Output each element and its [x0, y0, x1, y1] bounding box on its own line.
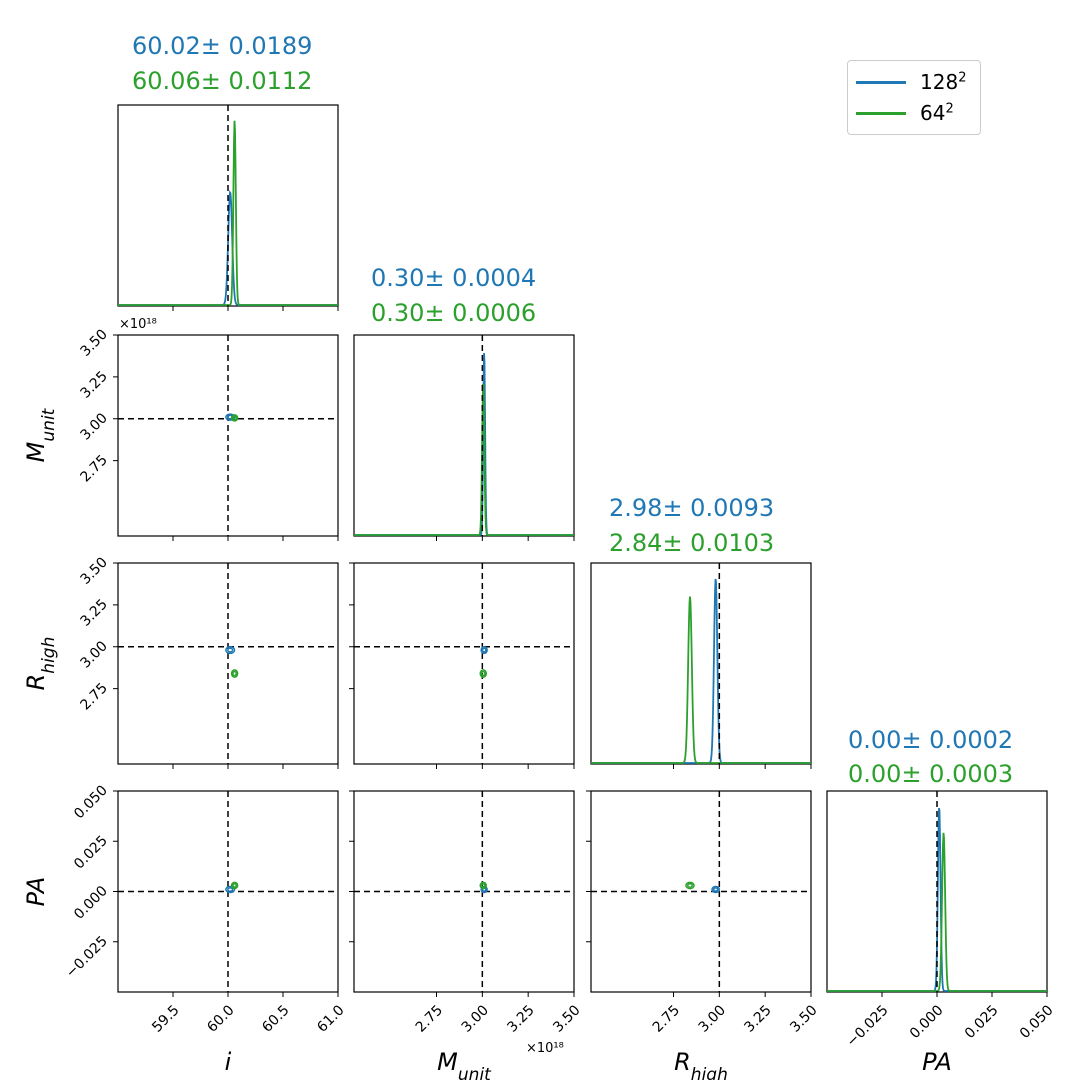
- contour-inner-blue: [714, 888, 718, 891]
- histogram-blue: [591, 579, 811, 763]
- x-tick-label-i: 61.0: [314, 1002, 347, 1035]
- y-tick-label-PA: 0.050: [71, 783, 111, 823]
- panel-frame: [354, 335, 574, 536]
- y-axis-label-PA: PA: [22, 877, 50, 907]
- y-tick-label-PA: 0.000: [71, 883, 111, 923]
- x-axis-label-Munit: Munit: [437, 1048, 492, 1080]
- panel-Munit-i: [113, 335, 338, 541]
- y-tick-label-Rhigh: 3.50: [77, 555, 110, 588]
- histogram-blue: [354, 353, 574, 535]
- legend-label-64: 642: [920, 101, 954, 125]
- title-pa-green: 0.00± 0.0003: [848, 760, 1013, 788]
- histogram-green: [591, 597, 811, 763]
- contour-inner-blue: [483, 648, 486, 652]
- panel-Rhigh-i: [113, 563, 338, 769]
- contour-inner-blue: [228, 648, 233, 652]
- contour-inner-green: [233, 672, 236, 676]
- panel-Rhigh-Rhigh: [591, 563, 811, 769]
- y-axis-label-Munit: Munit: [22, 407, 59, 462]
- panel-Munit-Munit: [354, 335, 574, 541]
- x-tick-label-Rhigh: 2.75: [650, 1002, 683, 1035]
- panel-frame: [354, 563, 574, 764]
- x-tick-label-Rhigh: 3.00: [696, 1002, 729, 1035]
- x-tick-label-Rhigh: 3.25: [741, 1002, 774, 1035]
- legend-entry-128: 1282: [856, 68, 966, 96]
- x-tick-label-i: 59.5: [149, 1002, 182, 1035]
- x-tick-label-PA: 0.000: [907, 1002, 947, 1042]
- legend: 1282 642: [847, 60, 981, 135]
- panel-PA-Rhigh: [586, 791, 811, 997]
- x-axis-label-PA: PA: [922, 1048, 952, 1076]
- y-tick-label-Munit: 3.00: [77, 410, 110, 443]
- panel-i-i: [118, 105, 338, 311]
- y-tick-label-PA: 0.025: [71, 833, 111, 873]
- contour-inner-green: [233, 884, 236, 887]
- corner-plot: 59.5 60.0 60.5 61.0 i 2.75 3.00 3.25 3.50 Munit 2.…: [0, 0, 1080, 1080]
- y-tick-label-PA: −0.025: [63, 933, 111, 981]
- legend-line-blue: [856, 81, 906, 84]
- x-tick-label-PA: −0.025: [844, 1002, 892, 1050]
- legend-entry-64: 642: [856, 99, 954, 127]
- contour-inner-green: [482, 672, 485, 676]
- x-tick-label-Munit: 2.75: [413, 1002, 446, 1035]
- histogram-green: [354, 385, 574, 535]
- title-munit-green: 0.30± 0.0006: [371, 299, 536, 327]
- title-rhigh-green: 2.84± 0.0103: [609, 529, 774, 557]
- x-tick-label-Rhigh: 3.50: [787, 1002, 820, 1035]
- title-rhigh-blue: 2.98± 0.0093: [609, 494, 774, 522]
- x-exponent-munit: ×10¹⁸: [526, 1041, 564, 1056]
- panel-PA-PA: [827, 791, 1047, 997]
- x-tick-label-i: 60.0: [204, 1002, 237, 1035]
- title-i-blue: 60.02± 0.0189: [132, 32, 312, 60]
- x-axis-label-Rhigh: Rhigh: [674, 1048, 728, 1080]
- x-tick-label-Munit: 3.00: [459, 1002, 492, 1035]
- y-tick-label-Rhigh: 3.25: [77, 596, 110, 629]
- x-tick-label-PA: 0.025: [962, 1002, 1002, 1042]
- contour-inner-green: [688, 884, 692, 887]
- y-tick-label-Munit: 2.75: [77, 452, 110, 485]
- contour-inner-green: [482, 884, 485, 887]
- x-tick-label-PA: 0.050: [1017, 1002, 1057, 1042]
- x-tick-label-i: 60.5: [259, 1002, 292, 1035]
- x-axis-label-i: i: [225, 1048, 232, 1076]
- legend-label-128: 1282: [920, 70, 966, 94]
- y-axis-label-Rhigh: Rhigh: [22, 637, 59, 691]
- x-tick-label-Munit: 3.50: [550, 1002, 583, 1035]
- x-tick-label-Munit: 3.25: [504, 1002, 537, 1035]
- title-munit-blue: 0.30± 0.0004: [371, 264, 536, 292]
- panel-Rhigh-Munit: [349, 563, 574, 769]
- y-exponent-munit: ×10¹⁸: [119, 317, 157, 332]
- title-i-green: 60.06± 0.0112: [132, 67, 312, 95]
- panel-PA-i: [113, 791, 338, 997]
- panel-PA-Munit: [349, 791, 574, 997]
- y-tick-label-Munit: 3.25: [77, 368, 110, 401]
- title-pa-blue: 0.00± 0.0002: [848, 726, 1013, 754]
- legend-line-green: [856, 112, 906, 115]
- panel-frame: [591, 563, 811, 764]
- y-tick-label-Rhigh: 3.00: [77, 638, 110, 671]
- y-tick-label-Rhigh: 2.75: [77, 680, 110, 713]
- y-tick-label-Munit: 3.50: [77, 327, 110, 360]
